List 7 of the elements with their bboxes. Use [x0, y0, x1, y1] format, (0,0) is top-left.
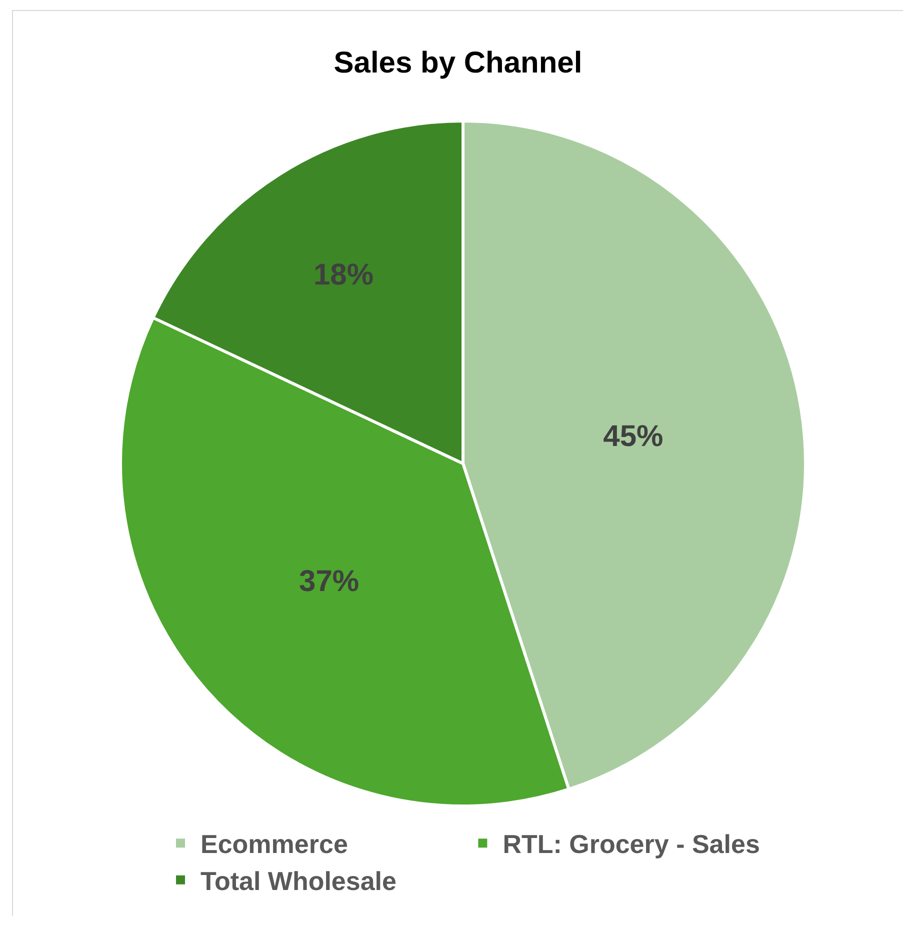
legend-label: Ecommerce [200, 829, 348, 860]
legend-label: Total Wholesale [200, 866, 396, 896]
data-label: 45% [603, 420, 664, 454]
chart-title: Sales by Channel [334, 46, 582, 80]
data-label: 37% [299, 565, 360, 598]
data-label: 18% [313, 258, 374, 292]
legend-label: RTL: Grocery - Sales [502, 829, 760, 860]
